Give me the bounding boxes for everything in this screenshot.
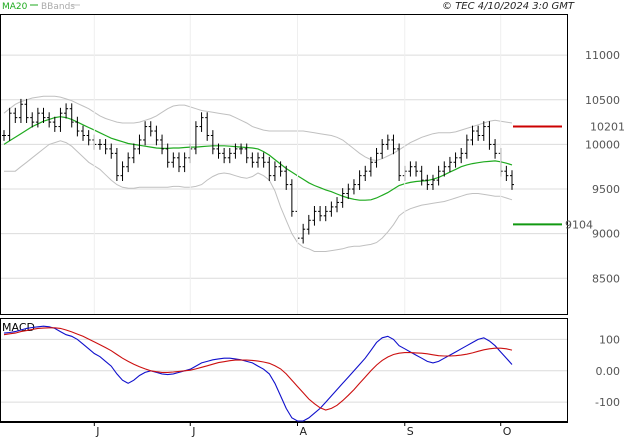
price-panel-frame [0,14,568,315]
ohlc-bars [2,98,514,244]
macd-lines [3,325,513,422]
x-axis-tick-label: S [407,425,414,438]
chart-title: © TEC 4/10/2024 3:0 GMT [442,1,575,12]
price-y-tick-label: 11000 [585,49,620,62]
legend-bbands: BBands [41,2,75,12]
bollinger-bands [3,95,513,252]
support-level-label: 9104 [565,218,593,231]
bband-upper-line [3,95,513,162]
signal-line [3,327,513,411]
macd-y-tick-label: 100 [599,333,620,346]
macd-panel-frame [0,318,568,422]
price-y-tick-label: 8500 [592,272,620,285]
macd-gridlines [1,338,567,403]
price-y-tick-label: 10000 [585,138,620,151]
bband-lower-line [4,140,513,252]
price-y-axis: 11000 10500 10000 9500 9000 8500 [585,49,620,285]
x-axis-tick-label: J [191,425,195,438]
price-y-tick-label: 9000 [592,228,620,241]
price-y-tick-label: 9500 [592,183,620,196]
x-axis-tick-label: A [300,425,308,438]
macd-line [3,325,513,422]
macd-y-tick-label: -100 [595,396,620,409]
price-levels: 10201 9104 [513,120,625,231]
price-y-tick-label: 10500 [585,94,620,107]
x-axis-tick-label: O [503,425,512,438]
legend-ma20: MA20 [2,2,28,12]
x-axis-tick-label: J [95,425,99,438]
resistance-level-label: 10201 [590,120,625,133]
macd-y-tick-label: 0.00 [596,365,621,378]
macd-y-axis: 100 0.00 -100 [595,333,620,409]
